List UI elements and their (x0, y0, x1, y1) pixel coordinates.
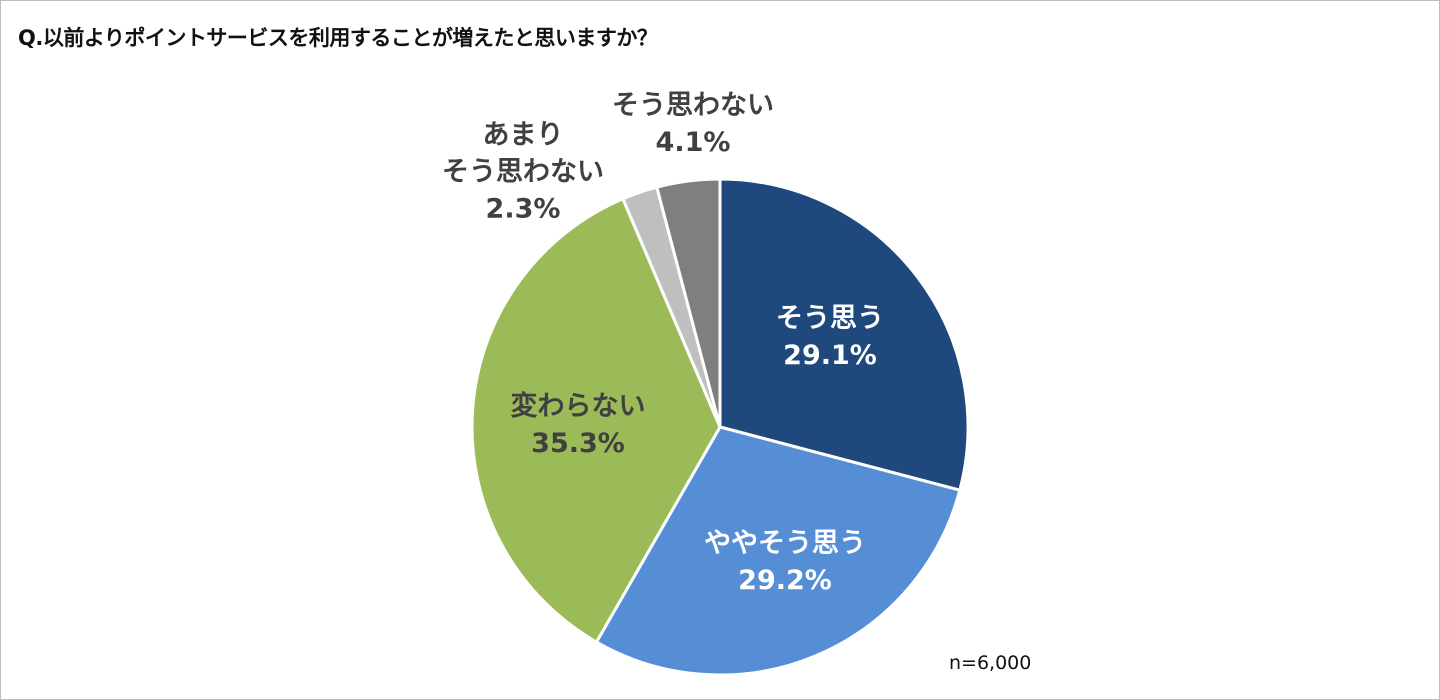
pie-slice-4 (655, 177, 722, 429)
slice-4-name: そう思わない (612, 90, 774, 121)
slice-4-value: 4.1% (655, 127, 731, 158)
slice-3-value: 2.3% (485, 193, 561, 225)
pie-slice-2 (470, 197, 722, 644)
slice-label-1: ややそう思う 29.2% (704, 525, 866, 599)
slice-label-2: 変わらない 35.3% (511, 388, 646, 462)
pie-slice-0 (718, 177, 970, 492)
slice-label-4: そう思わない 4.1% (612, 87, 774, 161)
chart-title: Q.以前よりポイントサービスを利用することが増えたと思いますか？ (18, 26, 658, 50)
sample-size-note: n=6,000 (949, 652, 1032, 674)
slice-0-name: そう思う (776, 303, 884, 334)
slice-2-value: 35.3% (531, 428, 625, 459)
slice-1-name: ややそう思う (704, 528, 866, 559)
slice-1-value: 29.2% (738, 565, 832, 596)
pie-slice-1 (594, 425, 962, 677)
slice-label-3: あまり そう思わない 2.3% (442, 117, 604, 228)
slice-3-name-line1: あまり (482, 119, 564, 151)
slice-2-name: 変わらない (510, 391, 646, 422)
slice-0-value: 29.1% (783, 340, 877, 371)
slice-label-0: そう思う 29.1% (776, 300, 884, 374)
slice-3-name-line2: そう思わない (442, 156, 604, 188)
